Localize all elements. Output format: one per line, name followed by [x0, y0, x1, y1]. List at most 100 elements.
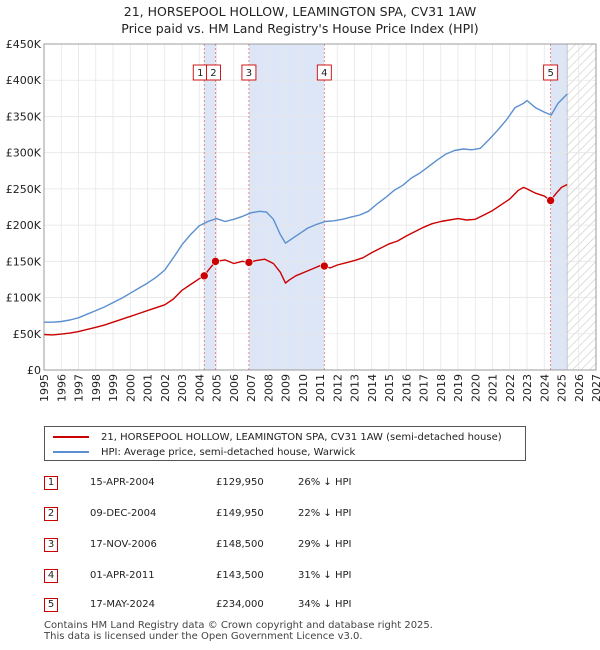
sale-period-shade: [204, 44, 216, 370]
x-tick-label: 2021: [487, 374, 500, 402]
legend-item-hpi: HPI: Average price, semi-detached house,…: [53, 445, 355, 459]
sale-label-number: 3: [246, 68, 252, 79]
transaction-number: 3: [44, 538, 58, 552]
x-tick-label: 2025: [556, 374, 569, 402]
x-tick-label: 2010: [297, 374, 310, 402]
sale-point: [244, 258, 254, 267]
transaction-date: 17-MAY-2024: [90, 599, 156, 610]
table-row: 4 01-APR-2011 £143,500 31% ↓ HPI: [44, 567, 444, 587]
x-tick-label: 2007: [245, 374, 258, 402]
sale-label-box: [543, 64, 559, 81]
sale-period-shade: [248, 44, 325, 370]
x-tick-label: 2002: [159, 374, 172, 402]
x-tick-label: 2026: [573, 374, 586, 402]
plot-frame: [43, 43, 597, 371]
x-tick-label: 2011: [314, 374, 327, 402]
sale-label-box: [241, 64, 257, 81]
sale-label-number: 4: [321, 68, 327, 79]
y-tick-label: £300K: [6, 147, 42, 160]
sale-period-shade: [550, 44, 568, 370]
x-tick-label: 1995: [38, 374, 51, 402]
transaction-price: £149,950: [216, 508, 264, 519]
x-tick-label: 1998: [90, 374, 103, 402]
x-tick-label: 2003: [176, 374, 189, 402]
legend-swatch-property: [53, 436, 89, 438]
footer-licence: This data is licensed under the Open Gov…: [44, 631, 363, 642]
y-tick-label: £450K: [6, 38, 42, 51]
y-tick-label: £150K: [6, 255, 42, 268]
sale-label-number: 2: [210, 68, 216, 79]
transaction-hpi: 34% ↓ HPI: [298, 599, 352, 610]
footer: Contains HM Land Registry data © Crown c…: [44, 620, 433, 642]
sale-point: [320, 261, 329, 271]
legend-label-property: 21, HORSEPOOL HOLLOW, LEAMINGTON SPA, CV…: [101, 431, 502, 443]
legend-item-property: 21, HORSEPOOL HOLLOW, LEAMINGTON SPA, CV…: [53, 430, 502, 444]
sale-point: [211, 257, 220, 266]
transaction-number: 4: [44, 569, 58, 583]
y-tick-label: £100K: [6, 292, 42, 305]
x-tick-label: 2012: [331, 374, 344, 402]
x-tick-label: 2000: [124, 374, 137, 402]
footer-copyright: Contains HM Land Registry data © Crown c…: [44, 620, 433, 631]
x-tick-label: 2022: [504, 374, 517, 402]
x-tick-label: 2016: [400, 374, 413, 402]
y-tick-label: £250K: [6, 183, 42, 196]
x-tick-label: 1997: [73, 374, 86, 402]
chart-title: 21, HORSEPOOL HOLLOW, LEAMINGTON SPA, CV…: [124, 4, 476, 19]
table-row: 2 09-DEC-2004 £149,950 22% ↓ HPI: [44, 505, 444, 525]
x-tick-label: 2014: [366, 374, 379, 402]
x-tick-label: 2017: [418, 374, 431, 402]
legend: 21, HORSEPOOL HOLLOW, LEAMINGTON SPA, CV…: [44, 426, 526, 461]
legend-label-hpi: HPI: Average price, semi-detached house,…: [101, 446, 356, 458]
transaction-price: £148,500: [216, 539, 264, 550]
legend-swatch-hpi: [53, 451, 89, 453]
transaction-number: 1: [44, 476, 58, 490]
x-tick-label: 1996: [55, 374, 68, 402]
transaction-hpi: 31% ↓ HPI: [298, 570, 352, 581]
transaction-hpi: 26% ↓ HPI: [298, 477, 352, 488]
transaction-price: £234,000: [216, 599, 264, 610]
x-tick-label: 2019: [452, 374, 465, 402]
transaction-date: 01-APR-2011: [90, 570, 155, 581]
table-row: 5 17-MAY-2024 £234,000 34% ↓ HPI: [44, 596, 444, 616]
transaction-hpi: 22% ↓ HPI: [298, 508, 352, 519]
transaction-number: 2: [44, 507, 58, 521]
x-tick-label: 2027: [590, 374, 600, 402]
sale-label-box: [206, 64, 221, 81]
table-row: 1 15-APR-2004 £129,950 26% ↓ HPI: [44, 474, 444, 494]
x-tick-label: 2024: [538, 374, 551, 402]
x-tick-label: 2013: [349, 374, 362, 402]
x-tick-label: 2006: [228, 374, 241, 402]
y-tick-label: £350K: [6, 110, 42, 123]
transaction-date: 17-NOV-2006: [90, 539, 157, 550]
y-tick-label: £400K: [6, 74, 42, 87]
x-tick-label: 1999: [107, 374, 120, 402]
x-tick-label: 2005: [211, 374, 224, 402]
y-tick-label: £200K: [6, 219, 42, 232]
sale-label-number: 1: [197, 68, 203, 79]
transaction-date: 15-APR-2004: [90, 477, 155, 488]
y-tick-label: £0: [27, 364, 41, 377]
table-row: 3 17-NOV-2006 £148,500 29% ↓ HPI: [44, 536, 444, 556]
transaction-price: £129,950: [216, 477, 264, 488]
transaction-price: £143,500: [216, 570, 264, 581]
forecast-hatch: [567, 44, 596, 370]
hpi-line: [44, 93, 568, 323]
x-tick-label: 2008: [262, 374, 275, 402]
sale-point: [199, 271, 209, 281]
x-tick-label: 2009: [280, 374, 293, 402]
transaction-number: 5: [44, 598, 58, 612]
sale-label-box: [316, 64, 332, 81]
price-chart: 21, HORSEPOOL HOLLOW, LEAMINGTON SPA, CV…: [6, 4, 600, 402]
x-tick-label: 2023: [521, 374, 534, 402]
sale-label-number: 5: [547, 68, 553, 79]
transaction-hpi: 29% ↓ HPI: [298, 539, 352, 550]
property-price-line: [43, 183, 568, 336]
x-tick-label: 2020: [469, 374, 482, 402]
x-tick-label: 2018: [435, 374, 448, 402]
chart-subtitle: Price paid vs. HM Land Registry's House …: [121, 21, 478, 36]
y-tick-label: £50K: [13, 328, 42, 341]
x-tick-label: 2001: [142, 374, 155, 402]
sale-point: [546, 196, 555, 205]
transaction-date: 09-DEC-2004: [90, 508, 157, 519]
